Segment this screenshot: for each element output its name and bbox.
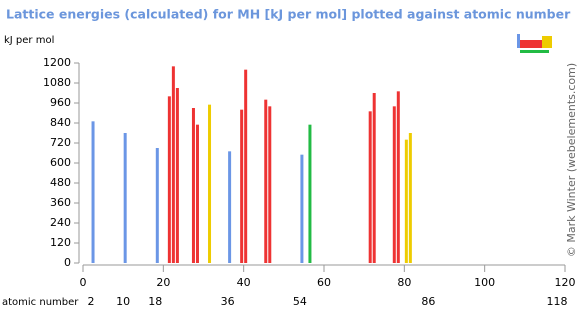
bar bbox=[195, 124, 199, 264]
group-tick-label: 2 bbox=[88, 295, 95, 308]
y-tick-label: 240 bbox=[50, 216, 71, 229]
x-tick-label: 80 bbox=[397, 276, 411, 289]
y-tick-label: 360 bbox=[50, 196, 71, 209]
group-tick-label: 36 bbox=[221, 295, 235, 308]
y-tick-label: 720 bbox=[50, 136, 71, 149]
bar bbox=[91, 121, 95, 263]
bar bbox=[228, 151, 232, 263]
y-axis-label: kJ per mol bbox=[4, 35, 54, 46]
x-axis-label: atomic number bbox=[2, 297, 79, 308]
bar bbox=[208, 104, 212, 264]
x-tick-label: 60 bbox=[317, 276, 331, 289]
bar bbox=[396, 91, 400, 263]
y-tick-label: 1080 bbox=[43, 76, 71, 89]
x-tick-label: 20 bbox=[156, 276, 170, 289]
bar bbox=[368, 111, 372, 263]
y-tick-label: 600 bbox=[50, 156, 71, 169]
chart-title: Lattice energies (calculated) for MH [kJ… bbox=[6, 7, 571, 22]
y-tick-label: 960 bbox=[50, 96, 71, 109]
bar bbox=[191, 108, 195, 263]
bar bbox=[123, 133, 127, 263]
bar bbox=[244, 69, 248, 264]
bar bbox=[175, 88, 179, 263]
group-tick-label: 86 bbox=[421, 295, 435, 308]
bar bbox=[392, 106, 396, 263]
y-tick-label: 120 bbox=[50, 236, 71, 249]
bar bbox=[404, 139, 408, 263]
bar bbox=[408, 133, 412, 263]
x-tick-label: 120 bbox=[555, 276, 576, 289]
x-tick-label: 40 bbox=[237, 276, 251, 289]
x-tick-label: 0 bbox=[80, 276, 87, 289]
bar bbox=[268, 106, 272, 263]
y-tick-label: 0 bbox=[64, 256, 71, 269]
x-tick-label: 100 bbox=[474, 276, 495, 289]
group-tick-label: 18 bbox=[148, 295, 162, 308]
bar bbox=[167, 96, 171, 263]
group-tick-label: 118 bbox=[546, 295, 567, 308]
periodic-table-icon bbox=[517, 34, 552, 53]
bar bbox=[171, 66, 175, 263]
y-tick-label: 840 bbox=[50, 116, 71, 129]
y-tick-label: 1200 bbox=[43, 56, 71, 69]
bar bbox=[155, 148, 159, 263]
bar bbox=[372, 93, 376, 263]
bar bbox=[300, 154, 304, 263]
group-tick-label: 10 bbox=[116, 295, 130, 308]
group-tick-label: 54 bbox=[293, 295, 307, 308]
y-tick-label: 480 bbox=[50, 176, 71, 189]
bar bbox=[264, 99, 268, 264]
bar bbox=[240, 109, 244, 264]
credit: © Mark Winter (webelements.com) bbox=[565, 63, 578, 257]
bar bbox=[308, 124, 312, 264]
